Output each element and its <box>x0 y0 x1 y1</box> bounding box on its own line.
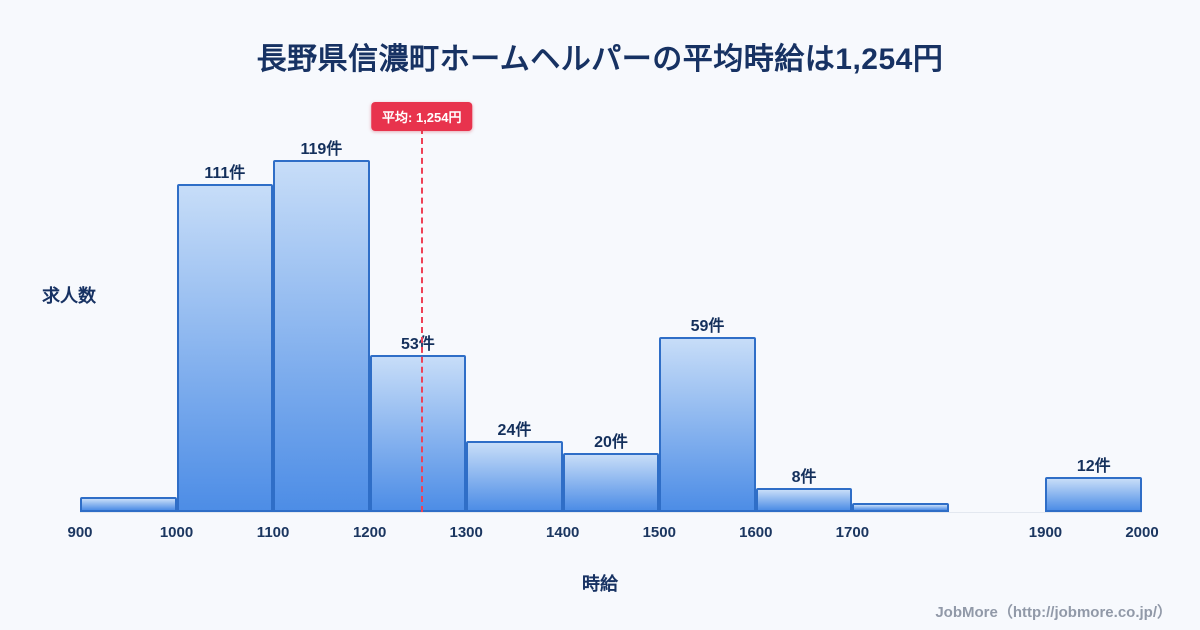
x-tick-label: 1400 <box>546 524 580 541</box>
bar-value-label: 111件 <box>204 165 246 182</box>
histogram-bar <box>369 355 467 512</box>
x-tick-label: 1600 <box>739 524 773 541</box>
histogram-bar <box>1045 477 1142 512</box>
bar-value-label: 20件 <box>594 434 628 451</box>
histogram-bar <box>659 337 756 512</box>
bar-value-label: 24件 <box>497 422 532 439</box>
histogram-bar <box>176 184 274 512</box>
x-tick-label: 1000 <box>159 524 194 541</box>
histogram-bar <box>562 453 660 512</box>
x-tick-label: 1300 <box>449 524 483 541</box>
footer-credit: JobMore（http://jobmore.co.jp/） <box>935 604 1172 621</box>
x-tick-label: 1900 <box>1028 524 1063 541</box>
histogram-bar <box>852 503 949 512</box>
x-tick-label: 900 <box>67 524 93 541</box>
x-tick-label: 1500 <box>642 524 676 541</box>
x-tick-label: 2000 <box>1125 524 1159 541</box>
histogram-bar <box>466 441 563 512</box>
average-badge: 平均: 1,254円 <box>371 102 473 131</box>
bar-value-label: 12件 <box>1076 458 1111 475</box>
histogram-bar <box>755 488 853 512</box>
bar-value-label: 119件 <box>300 141 343 158</box>
bar-value-label: 59件 <box>690 318 725 335</box>
average-line <box>420 128 423 512</box>
x-tick-label: 1700 <box>835 524 870 541</box>
x-axis-line <box>80 512 1142 513</box>
bar-value-label: 8件 <box>791 469 817 486</box>
histogram-bar <box>80 497 177 512</box>
bar-value-label: 53件 <box>401 336 435 353</box>
chart-title: 長野県信濃町ホームヘルパーの平均時給は1,254円 <box>256 43 944 76</box>
x-axis-label: 時給 <box>582 574 618 594</box>
y-axis-label: 求人数 <box>42 286 96 306</box>
x-tick-label: 1200 <box>352 524 387 541</box>
histogram-bar <box>273 160 370 512</box>
x-tick-label: 1100 <box>256 524 290 541</box>
